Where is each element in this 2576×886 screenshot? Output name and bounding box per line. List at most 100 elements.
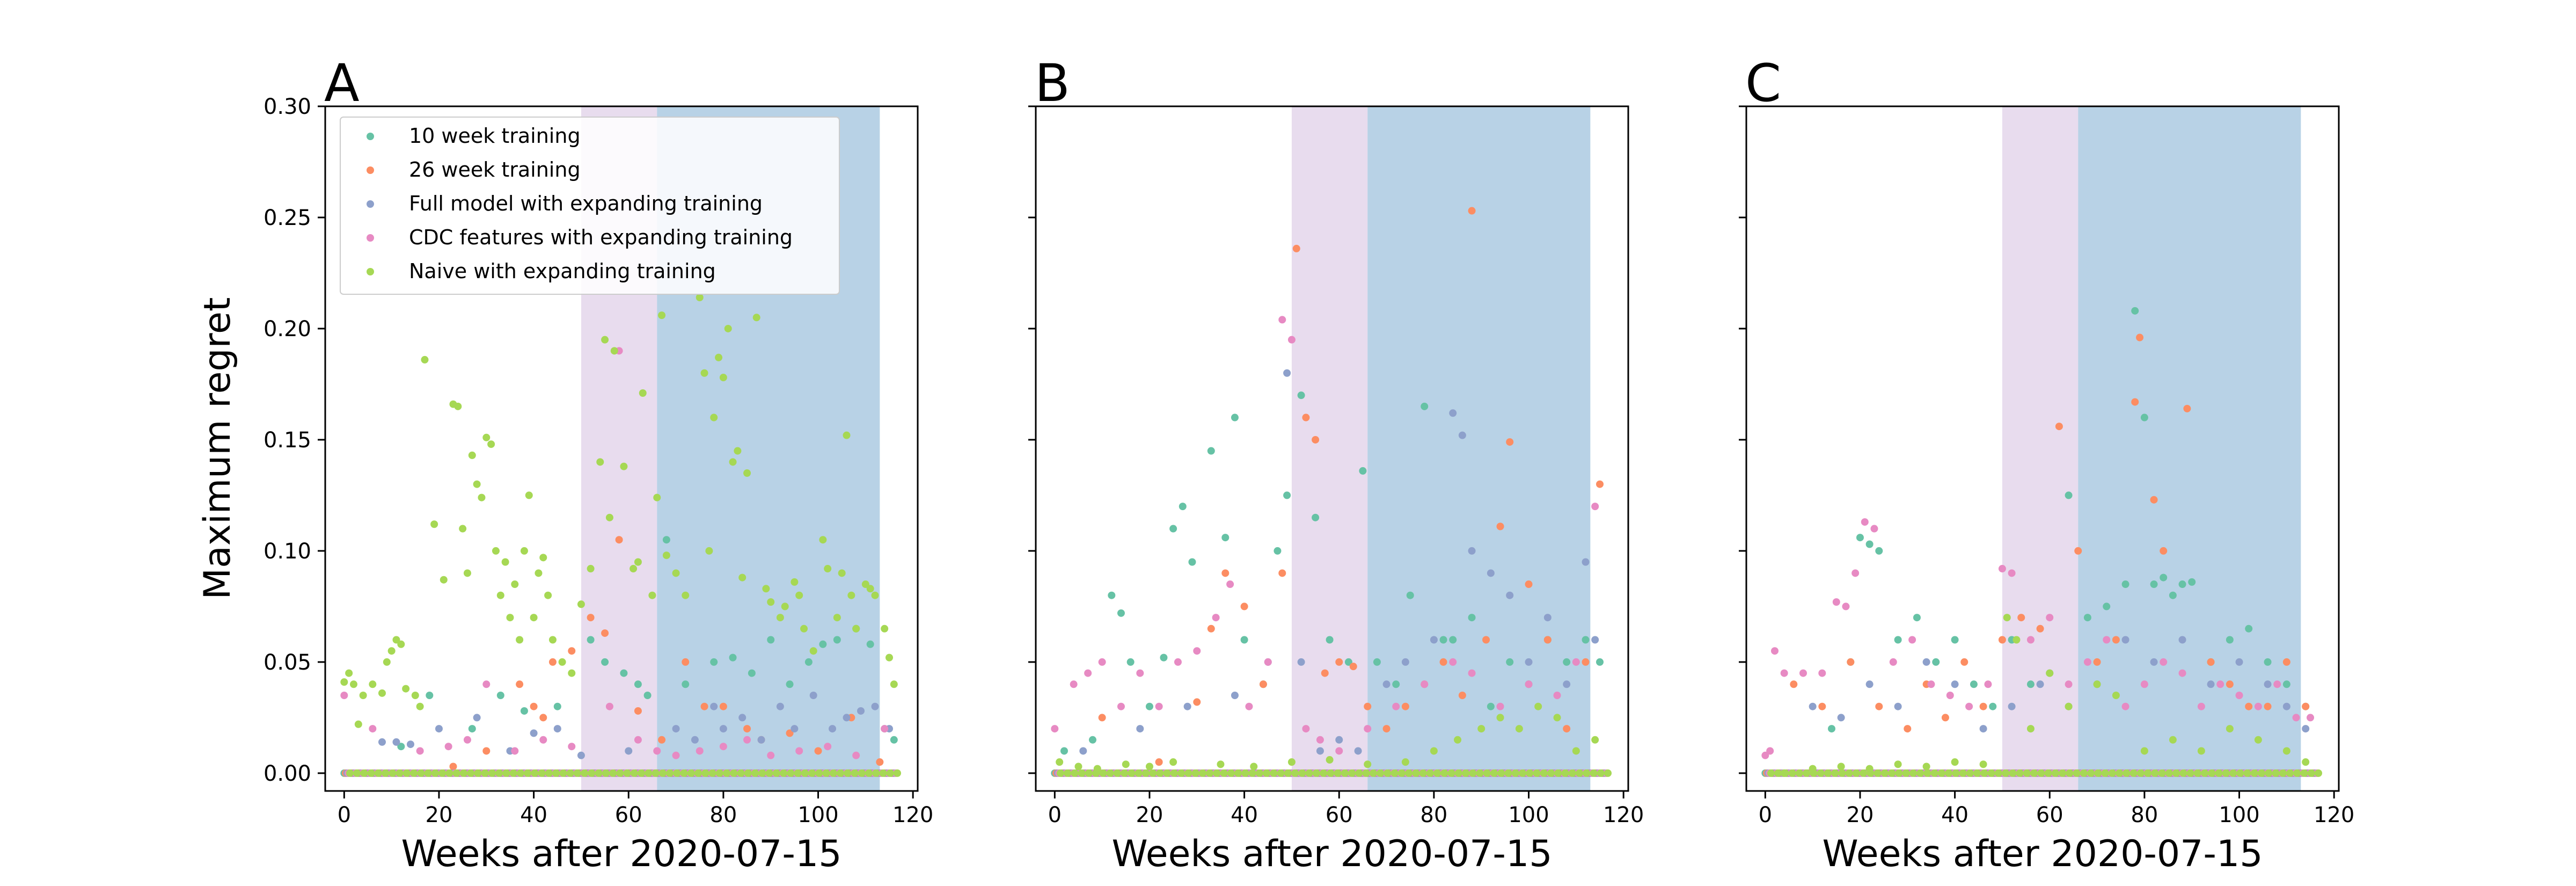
baseline-point <box>2023 769 2031 777</box>
data-point <box>1847 658 1855 666</box>
data-point <box>672 569 680 577</box>
data-point <box>1591 636 1599 644</box>
data-point <box>1297 658 1305 666</box>
panel-letter: B <box>1035 53 1070 113</box>
baseline-point <box>367 769 375 777</box>
baseline-point <box>1405 769 1413 777</box>
baseline-point <box>1056 769 1064 777</box>
baseline-point <box>1255 769 1263 777</box>
data-point <box>369 725 377 733</box>
data-point <box>625 747 633 755</box>
baseline-point <box>808 769 816 777</box>
data-point <box>1515 725 1523 733</box>
baseline-point <box>723 769 731 777</box>
data-point <box>710 702 718 710</box>
data-point <box>1761 751 1769 759</box>
baseline-point <box>765 769 773 777</box>
data-point <box>847 591 855 599</box>
data-point <box>620 462 628 470</box>
baseline-point <box>2144 769 2152 777</box>
baseline-point <box>1831 769 1839 777</box>
data-point <box>1454 736 1462 744</box>
data-point <box>1188 558 1196 566</box>
data-point <box>359 691 367 699</box>
data-point <box>482 433 491 441</box>
data-point <box>639 389 647 397</box>
data-point <box>1354 747 1362 755</box>
baseline-point <box>1888 769 1896 777</box>
data-point <box>2121 636 2129 644</box>
baseline-point <box>1327 769 1335 777</box>
data-point <box>473 480 481 488</box>
data-point <box>1965 702 1973 710</box>
data-point <box>2103 602 2111 611</box>
baseline-point <box>2193 769 2201 777</box>
data-point <box>406 740 414 749</box>
data-point <box>2131 307 2139 315</box>
data-point <box>535 569 543 577</box>
panel-b: 0 20 40 60 80 100 120 Weeks after 2020-07-15 B <box>1028 53 1644 875</box>
data-point <box>577 751 585 759</box>
data-point <box>345 669 353 677</box>
data-point <box>2026 636 2035 644</box>
data-point <box>1217 760 1225 768</box>
baseline-point <box>2094 769 2102 777</box>
baseline-point <box>1440 769 1448 777</box>
baseline-point <box>1198 769 1206 777</box>
y-tick-label: 0.15 <box>264 428 311 453</box>
data-point <box>729 653 737 662</box>
legend-label: 10 week training <box>409 124 581 148</box>
data-point <box>1979 760 1987 768</box>
baseline-point <box>1504 769 1512 777</box>
data-point <box>520 707 528 715</box>
data-point <box>1951 758 1959 766</box>
data-point <box>871 591 879 599</box>
data-point <box>1070 680 1078 688</box>
baseline-point <box>1355 769 1363 777</box>
data-point <box>620 669 628 677</box>
data-point <box>1108 591 1116 599</box>
baseline-point <box>481 769 489 777</box>
data-point <box>1927 680 1935 688</box>
data-point <box>634 558 642 566</box>
data-point <box>861 580 869 589</box>
baseline-point <box>588 769 596 777</box>
data-point <box>1226 580 1234 589</box>
baseline-point <box>1476 769 1484 777</box>
data-point <box>615 536 623 544</box>
shaded-region-2 <box>1367 106 1591 791</box>
data-point <box>1543 614 1552 622</box>
data-point <box>2093 680 2101 688</box>
data-point <box>1169 525 1177 533</box>
baseline-point <box>1852 769 1860 777</box>
data-point <box>1302 413 1310 422</box>
data-point <box>1487 569 1495 577</box>
data-point <box>1430 636 1438 644</box>
data-point <box>1382 680 1391 688</box>
baseline-point <box>2229 769 2237 777</box>
data-point <box>520 547 528 555</box>
baseline-point <box>2151 769 2159 777</box>
data-point <box>2003 614 2011 622</box>
data-point <box>767 751 775 759</box>
baseline-point <box>452 769 460 777</box>
baseline-point <box>424 769 432 777</box>
data-point <box>601 336 609 344</box>
baseline-point <box>1781 769 1789 777</box>
series-5 <box>340 294 902 777</box>
data-point <box>1946 691 1954 699</box>
baseline-point <box>680 769 688 777</box>
data-point <box>1506 438 1514 446</box>
data-point <box>2282 680 2290 688</box>
data-point <box>2197 747 2205 755</box>
data-point <box>605 702 613 710</box>
baseline-point <box>2158 769 2166 777</box>
legend-marker <box>367 268 374 275</box>
baseline-point <box>1341 769 1349 777</box>
data-point <box>2140 747 2148 755</box>
baseline-point <box>645 769 653 777</box>
baseline-point <box>1511 769 1519 777</box>
x-tick-label: 40 <box>520 803 547 827</box>
data-point <box>1359 467 1367 475</box>
data-point <box>1941 714 1949 722</box>
